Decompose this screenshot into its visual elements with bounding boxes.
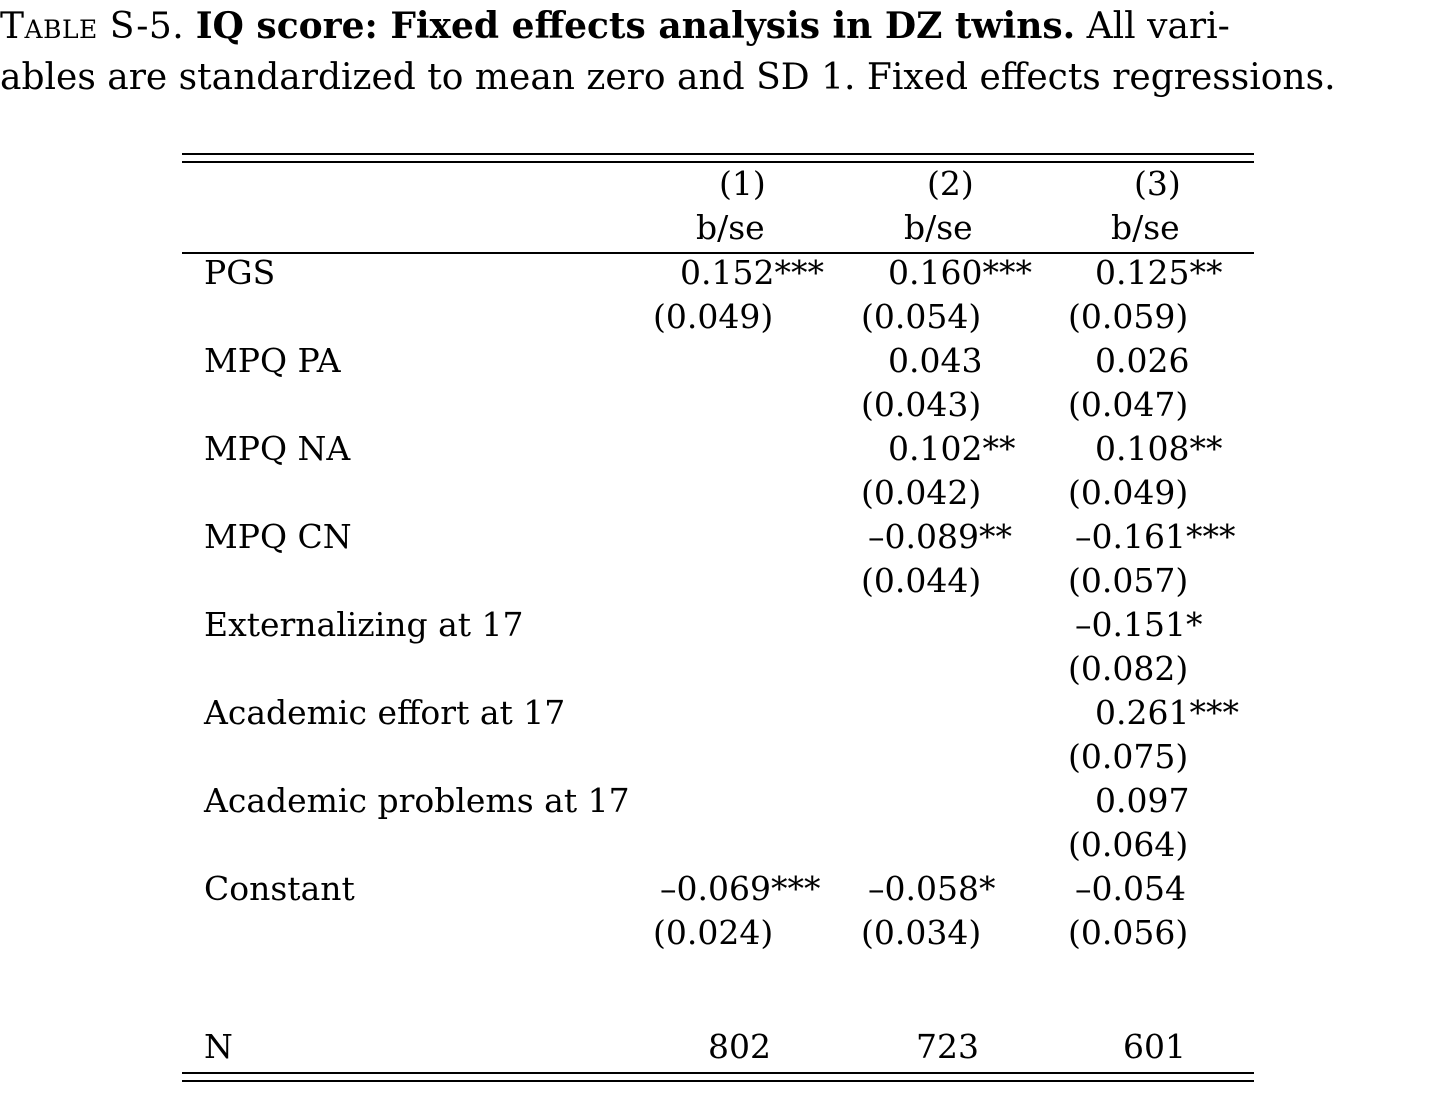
se-cell: (0.056) <box>1068 913 1189 952</box>
column-stat: b/se <box>1111 208 1180 247</box>
column-stat: b/se <box>696 208 765 247</box>
coefficient-cell: 0.043 <box>888 341 983 380</box>
coefficient-cell: 0.261*** <box>1095 693 1239 732</box>
se-cell: (0.064) <box>1068 825 1189 864</box>
coefficient-cell: –0.058* <box>868 869 996 908</box>
column-number: (1) <box>719 164 766 203</box>
n-row-label: N <box>204 1027 233 1066</box>
column-stat: b/se <box>904 208 973 247</box>
n-value-cell: 802 <box>708 1027 771 1066</box>
coefficient-cell: 0.102** <box>888 429 1016 468</box>
column-number: (3) <box>1134 164 1181 203</box>
caption-text-1: All vari- <box>1086 6 1230 47</box>
coefficient-cell: –0.089** <box>868 517 1012 556</box>
coefficient-cell: 0.152*** <box>680 253 824 292</box>
se-cell: (0.049) <box>1068 473 1189 512</box>
se-cell: (0.047) <box>1068 385 1189 424</box>
coefficient-cell: –0.054 <box>1075 869 1186 908</box>
coefficient-cell: 0.125** <box>1095 253 1223 292</box>
se-cell: (0.042) <box>861 473 982 512</box>
coefficient-cell: –0.161*** <box>1075 517 1236 556</box>
n-value-cell: 601 <box>1123 1027 1186 1066</box>
header-rule <box>182 252 1254 254</box>
table-caption: Table S-5. IQ score: Fixed effects analy… <box>0 0 1434 104</box>
row-label: Constant <box>204 869 355 908</box>
coefficient-cell: 0.108** <box>1095 429 1223 468</box>
se-cell: (0.049) <box>653 297 774 336</box>
caption-line-1: Table S-5. IQ score: Fixed effects analy… <box>0 0 1434 52</box>
row-label: Externalizing at 17 <box>204 605 524 644</box>
se-cell: (0.054) <box>861 297 982 336</box>
row-label: MPQ NA <box>204 429 351 468</box>
row-label: MPQ PA <box>204 341 341 380</box>
se-cell: (0.057) <box>1068 561 1189 600</box>
se-cell: (0.044) <box>861 561 982 600</box>
n-value-cell: 723 <box>916 1027 979 1066</box>
column-number: (2) <box>927 164 974 203</box>
row-label: MPQ CN <box>204 517 352 556</box>
top-rule-2 <box>182 161 1254 163</box>
row-label: Academic effort at 17 <box>204 693 566 732</box>
caption-title: IQ score: Fixed effects analysis in DZ t… <box>195 5 1076 47</box>
se-cell: (0.059) <box>1068 297 1189 336</box>
caption-line-2: ables are standardized to mean zero and … <box>0 57 1336 98</box>
coefficient-cell: 0.097 <box>1095 781 1190 820</box>
coefficient-cell: 0.160*** <box>888 253 1032 292</box>
coefficient-cell: 0.026 <box>1095 341 1190 380</box>
coefficient-cell: –0.151* <box>1075 605 1203 644</box>
se-cell: (0.043) <box>861 385 982 424</box>
se-cell: (0.034) <box>861 913 982 952</box>
top-rule-1 <box>182 153 1254 155</box>
coefficient-cell: –0.069*** <box>660 869 821 908</box>
se-cell: (0.024) <box>653 913 774 952</box>
bottom-rule-2 <box>182 1080 1254 1082</box>
bottom-rule-1 <box>182 1072 1254 1074</box>
se-cell: (0.075) <box>1068 737 1189 776</box>
row-label: PGS <box>204 253 276 292</box>
caption-label: Table S-5. <box>0 6 185 47</box>
row-label: Academic problems at 17 <box>204 781 630 820</box>
se-cell: (0.082) <box>1068 649 1189 688</box>
